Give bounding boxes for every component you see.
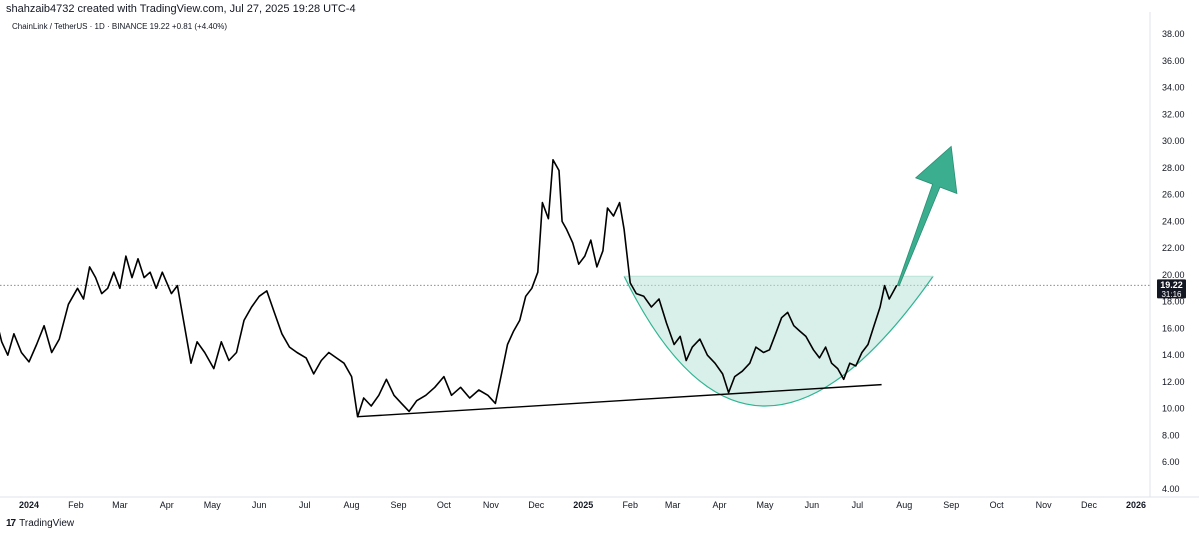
chart-caption: shahzaib4732 created with TradingView.co… [6,3,356,15]
x-tick-label: Jun [252,500,267,510]
x-tick-label: Jul [299,500,311,510]
cup-curve [623,275,934,407]
series-layer [0,159,898,418]
x-tick-label: Feb [622,500,638,510]
y-tick-label: 18.00 [1162,297,1185,307]
y-tick-label: 30.00 [1162,136,1185,146]
bar-countdown: 31:16 [1161,290,1182,299]
y-tick-label: 4.00 [1162,484,1180,494]
x-tick-label: Aug [896,500,912,510]
x-tick-label: Nov [1036,500,1053,510]
symbol-legend[interactable]: ChainLink / TetherUS · 1D · BINANCE 19.2… [12,22,228,31]
x-tick-label: May [204,500,222,510]
x-tick-label: 2025 [573,500,593,510]
x-tick-label: 2024 [19,500,39,510]
y-tick-label: 8.00 [1162,430,1180,440]
y-tick-label: 20.00 [1162,270,1185,280]
grid-layer [0,12,1199,498]
x-tick-label: Mar [665,500,681,510]
price-axis: 4.00 6.00 8.00 10.00 12.00 14.00 16.00 18.00 20.… [1162,29,1185,494]
y-tick-label: 38.00 [1162,29,1185,39]
time-axis: 2024 Feb Mar Apr May Jun Jul Aug Sep Oct Nov Dec 202… [19,500,1146,510]
tradingview-logo-icon: 17 [6,518,16,529]
x-tick-label: Apr [160,500,174,510]
y-tick-label: 34.00 [1162,83,1185,93]
y-tick-label: 16.00 [1162,323,1185,333]
support-trendline [357,383,882,418]
footer: 17 TradingView [6,518,74,529]
y-tick-label: 14.00 [1162,350,1185,360]
x-tick-label: Dec [528,500,545,510]
x-tick-label: Jul [852,500,864,510]
x-tick-label: Jun [805,500,820,510]
arrow-layer [896,145,958,287]
cup-fill [624,276,934,407]
y-tick-label: 6.00 [1162,457,1180,467]
last-price-value: 19.22 [1160,280,1183,290]
x-tick-label: Dec [1081,500,1098,510]
x-tick-label: Nov [483,500,500,510]
y-tick-label: 36.00 [1162,56,1185,66]
y-tick-label: 10.00 [1162,404,1185,414]
support-line-layer [357,383,882,418]
x-tick-label: Oct [437,500,452,510]
last-price-box [1157,279,1186,299]
y-tick-label: 28.00 [1162,163,1185,173]
x-tick-label: Sep [390,500,406,510]
x-tick-label: Mar [112,500,128,510]
y-tick-label: 12.00 [1162,377,1185,387]
x-tick-label: Oct [990,500,1005,510]
x-tick-label: Feb [68,500,84,510]
cup-pattern-layer [623,275,934,407]
footer-brand: TradingView [19,518,75,529]
y-tick-label: 24.00 [1162,216,1185,226]
bullish-arrow [896,145,958,287]
x-tick-label: Aug [344,500,360,510]
y-tick-label: 22.00 [1162,243,1185,253]
x-tick-label: 2026 [1126,500,1146,510]
price-series-line [0,159,898,418]
x-tick-label: Sep [943,500,959,510]
y-tick-label: 26.00 [1162,190,1185,200]
y-tick-label: 32.00 [1162,109,1185,119]
x-tick-label: Apr [713,500,727,510]
x-tick-label: May [756,500,774,510]
